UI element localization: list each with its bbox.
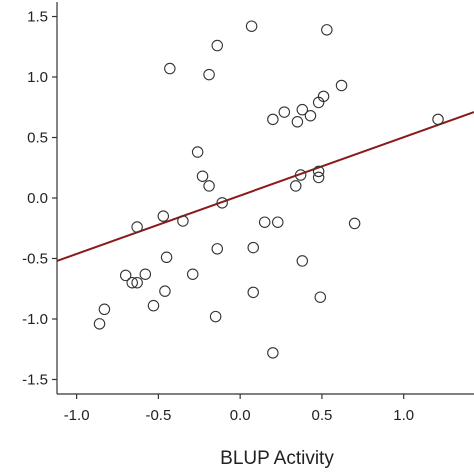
data-point	[312, 165, 325, 178]
y-tick-label: -1.0	[22, 311, 48, 328]
y-tick-label: 0.5	[27, 130, 48, 147]
data-point	[314, 291, 327, 303]
data-point	[203, 180, 215, 192]
y-tick-label: 1.5	[27, 9, 48, 26]
data-point	[245, 20, 258, 32]
data-point	[98, 303, 111, 316]
data-point	[211, 243, 224, 255]
data-point	[211, 39, 224, 52]
data-point	[93, 318, 106, 330]
y-tick-label: -1.5	[22, 371, 48, 388]
data-point	[290, 180, 302, 192]
data-point	[335, 79, 348, 92]
data-point	[272, 216, 284, 228]
data-point	[294, 169, 307, 181]
data-point	[164, 62, 176, 75]
data-point	[196, 170, 209, 182]
data-point	[432, 113, 444, 126]
data-point	[296, 103, 309, 116]
data-point	[131, 221, 143, 233]
data-point	[191, 146, 204, 158]
data-point	[126, 276, 138, 289]
x-axis-title: BLUP Activity	[220, 448, 334, 469]
regression-line	[56, 111, 474, 262]
x-tick-label: -1.0	[64, 407, 90, 424]
regression-line-group	[56, 111, 474, 262]
x-tick-label: 0.5	[311, 407, 332, 424]
data-point	[159, 285, 171, 297]
data-point	[131, 276, 143, 289]
data-point	[258, 216, 271, 228]
data-point	[312, 171, 325, 184]
x-tick-label: 1.0	[393, 407, 414, 424]
x-axis-ticks: -1.0 -0.5 0.0 0.5 1.0	[64, 394, 414, 424]
data-point	[177, 215, 189, 227]
y-tick-label: -0.5	[22, 250, 48, 267]
data-point	[267, 113, 279, 126]
x-tick-label: 0.0	[230, 407, 251, 424]
data-point	[157, 210, 170, 222]
data-point	[267, 347, 279, 359]
data-point	[296, 255, 309, 267]
data-point	[348, 217, 361, 230]
data-point	[203, 68, 215, 81]
y-tick-label: 0.0	[27, 190, 48, 207]
data-point	[321, 24, 333, 36]
data-point	[147, 299, 160, 312]
data-point	[160, 251, 173, 264]
data-point	[209, 310, 222, 323]
y-tick-label: 1.0	[27, 69, 48, 86]
data-point	[278, 106, 291, 118]
plot-area	[56, 2, 474, 395]
scatter-points	[93, 20, 444, 359]
x-tick-label: -0.5	[145, 407, 171, 424]
data-point	[304, 109, 317, 122]
data-point	[119, 269, 132, 282]
data-point	[247, 241, 259, 254]
y-axis-ticks: 1.5 1.0 0.5 0.0 -0.5 -1.0 -1.5	[22, 9, 57, 388]
data-point	[216, 197, 228, 209]
data-point	[291, 116, 304, 128]
data-point	[312, 96, 325, 109]
data-point	[139, 268, 152, 280]
data-point	[186, 268, 199, 280]
data-point	[247, 286, 259, 299]
